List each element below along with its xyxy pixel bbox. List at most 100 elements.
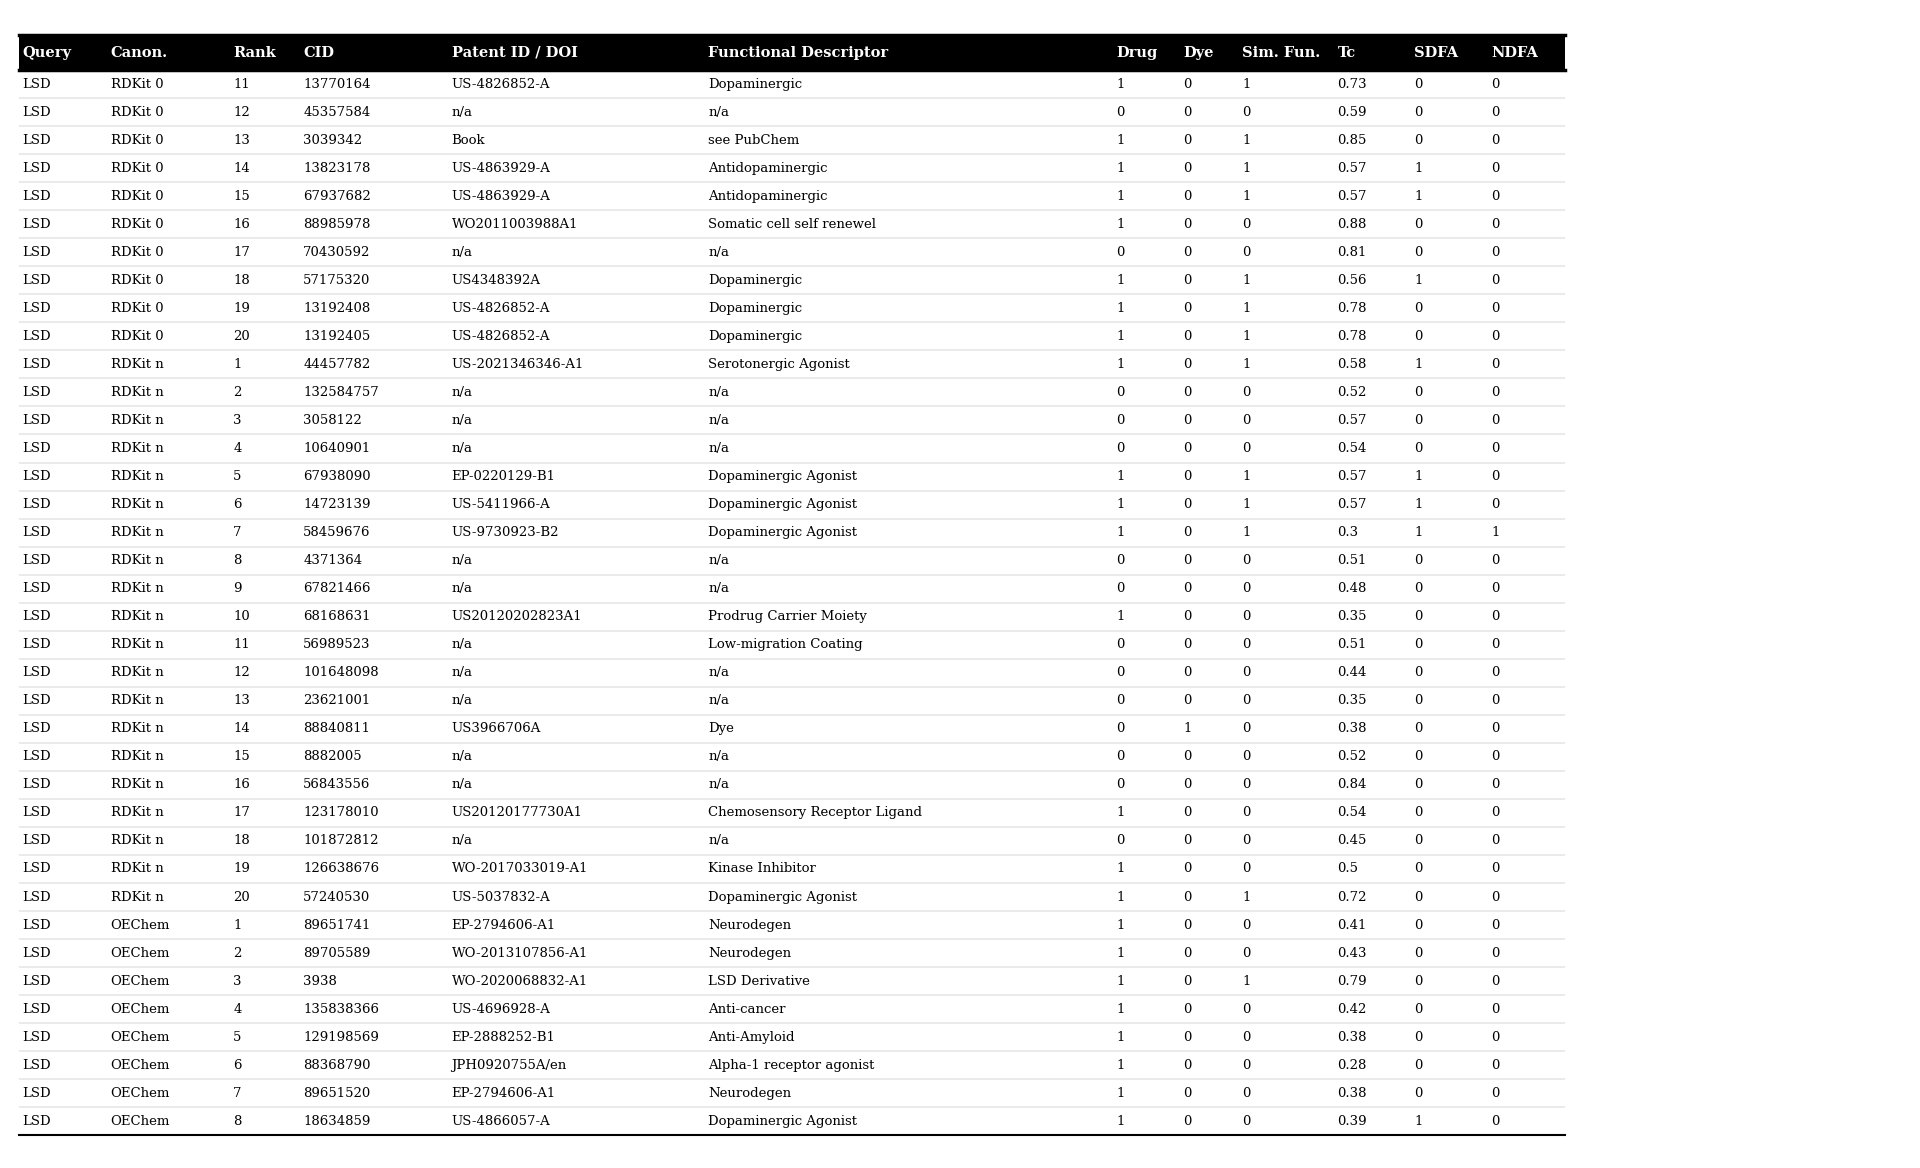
Text: 0: 0 [1415, 834, 1423, 848]
Text: 0.38: 0.38 [1338, 1086, 1367, 1100]
Text: 17: 17 [232, 806, 250, 820]
Text: 0: 0 [1183, 946, 1192, 960]
Text: LSD: LSD [23, 806, 52, 820]
Text: 20: 20 [232, 329, 250, 343]
Text: 1: 1 [1415, 273, 1423, 287]
Text: 0: 0 [1116, 582, 1125, 596]
Text: 12: 12 [232, 666, 250, 680]
Text: 101872812: 101872812 [303, 834, 378, 848]
Text: 0.43: 0.43 [1338, 946, 1367, 960]
Text: EP-0220129-B1: EP-0220129-B1 [451, 470, 555, 484]
Text: 0: 0 [1242, 413, 1250, 427]
Text: 0: 0 [1415, 413, 1423, 427]
Text: US4348392A: US4348392A [451, 273, 541, 287]
Text: US3966706A: US3966706A [451, 722, 541, 736]
Text: RDKit 0: RDKit 0 [111, 273, 163, 287]
Text: 0.85: 0.85 [1338, 133, 1367, 147]
Text: 0.28: 0.28 [1338, 1058, 1367, 1072]
Text: LSD: LSD [23, 974, 52, 988]
Text: 0: 0 [1183, 217, 1192, 231]
Text: 0.57: 0.57 [1338, 413, 1367, 427]
Bar [19, 939, 1565, 967]
Text: 0: 0 [1415, 890, 1423, 904]
Bar [19, 659, 1565, 687]
Text: n/a: n/a [451, 442, 472, 456]
Text: RDKit 0: RDKit 0 [111, 77, 163, 91]
Text: 0: 0 [1492, 77, 1500, 91]
Text: 0.44: 0.44 [1338, 666, 1367, 680]
Text: 23621001: 23621001 [303, 694, 371, 708]
Text: 0: 0 [1183, 413, 1192, 427]
Text: 0: 0 [1492, 189, 1500, 203]
Text: Dopaminergic: Dopaminergic [708, 273, 803, 287]
Text: 0: 0 [1415, 1086, 1423, 1100]
Text: 0: 0 [1183, 582, 1192, 596]
Text: n/a: n/a [451, 385, 472, 399]
Text: 0: 0 [1492, 1114, 1500, 1128]
Text: 1: 1 [1116, 526, 1125, 540]
Text: 0: 0 [1242, 1002, 1250, 1016]
Text: n/a: n/a [708, 750, 730, 764]
Text: 0: 0 [1242, 722, 1250, 736]
Text: 0: 0 [1183, 1002, 1192, 1016]
Text: 45357584: 45357584 [303, 105, 371, 119]
Text: 0: 0 [1116, 554, 1125, 568]
Text: 0: 0 [1116, 694, 1125, 708]
Text: 0: 0 [1415, 918, 1423, 932]
Text: 0: 0 [1183, 133, 1192, 147]
Text: 58459676: 58459676 [303, 526, 371, 540]
Text: US-4826852-A: US-4826852-A [451, 329, 551, 343]
Text: 16: 16 [232, 778, 250, 792]
Text: 88368790: 88368790 [303, 1058, 371, 1072]
Text: n/a: n/a [708, 385, 730, 399]
Text: 18: 18 [232, 273, 250, 287]
Text: RDKit n: RDKit n [111, 526, 163, 540]
Text: 0.56: 0.56 [1338, 273, 1367, 287]
Text: 0.38: 0.38 [1338, 1030, 1367, 1044]
Text: 0.54: 0.54 [1338, 806, 1367, 820]
Text: 0: 0 [1183, 329, 1192, 343]
Text: n/a: n/a [708, 582, 730, 596]
Text: 0: 0 [1242, 778, 1250, 792]
Text: 0: 0 [1242, 1114, 1250, 1128]
Text: n/a: n/a [708, 834, 730, 848]
Text: 132584757: 132584757 [303, 385, 378, 399]
Text: 19: 19 [232, 862, 250, 876]
Text: 0: 0 [1116, 834, 1125, 848]
Text: LSD: LSD [23, 413, 52, 427]
Bar [19, 967, 1565, 995]
Text: 0: 0 [1492, 582, 1500, 596]
Text: 0: 0 [1492, 806, 1500, 820]
Text: 0: 0 [1492, 610, 1500, 624]
Text: 0.73: 0.73 [1338, 77, 1367, 91]
Text: 0: 0 [1183, 890, 1192, 904]
Text: 10640901: 10640901 [303, 442, 371, 456]
Text: 0: 0 [1116, 245, 1125, 259]
Text: OEChem: OEChem [111, 946, 171, 960]
Text: LSD: LSD [23, 105, 52, 119]
Text: 0: 0 [1415, 554, 1423, 568]
Text: RDKit n: RDKit n [111, 694, 163, 708]
Text: 0: 0 [1415, 329, 1423, 343]
Text: LSD: LSD [23, 217, 52, 231]
Text: 1: 1 [1242, 273, 1250, 287]
Text: n/a: n/a [708, 694, 730, 708]
Text: 1: 1 [1116, 133, 1125, 147]
Text: 0: 0 [1183, 778, 1192, 792]
Text: n/a: n/a [451, 582, 472, 596]
Bar [19, 210, 1565, 238]
Text: Dopaminergic Agonist: Dopaminergic Agonist [708, 1114, 856, 1128]
Text: 7: 7 [232, 526, 242, 540]
Text: LSD: LSD [23, 946, 52, 960]
Text: 0: 0 [1242, 1030, 1250, 1044]
Bar [19, 294, 1565, 322]
Text: RDKit n: RDKit n [111, 638, 163, 652]
Text: 0: 0 [1242, 806, 1250, 820]
Text: 0: 0 [1116, 666, 1125, 680]
Text: RDKit n: RDKit n [111, 442, 163, 456]
Text: 0: 0 [1242, 834, 1250, 848]
Text: LSD: LSD [23, 385, 52, 399]
Text: 3: 3 [232, 413, 242, 427]
Bar [19, 98, 1565, 126]
Text: 19: 19 [232, 301, 250, 315]
